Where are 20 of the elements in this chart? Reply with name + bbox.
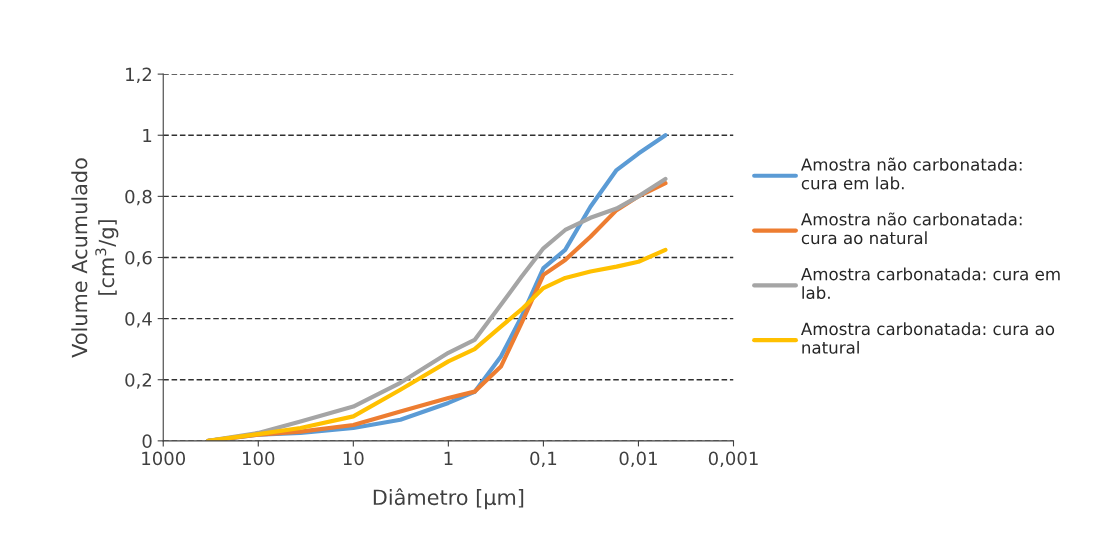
- y-tick-label: 1: [143, 128, 152, 143]
- x-tick-label: 0,001: [708, 451, 758, 468]
- y-tick-label: 0,8: [125, 189, 152, 206]
- x-tick-label: 1: [444, 451, 453, 465]
- y-tick-label: 0,6: [125, 250, 152, 267]
- y-tick-label: 0,2: [125, 373, 152, 389]
- x-tick-label: 100: [243, 451, 275, 466]
- y-axis-title: Volume Acumulado [cm$^{3}$/g]: [71, 158, 119, 358]
- y-tick-label: 1,2: [126, 67, 152, 84]
- legend-label: Amostra carbonatada: cura em lab.: [800, 267, 1060, 300]
- legend-label: Amostra carbonatada: cura ao natural: [800, 322, 1055, 354]
- y-tick-label: 0,4: [125, 312, 152, 328]
- x-axis-title: Diâmetro [µm]: [373, 488, 524, 510]
- x-tick-label: 10: [343, 451, 364, 466]
- x-tick-label: 1000: [142, 451, 186, 466]
- y-tick-label: 0: [142, 434, 152, 448]
- legend-label: Amostra não carbonatada: cura ao natural: [800, 212, 1022, 245]
- x-tick-label: 0,01: [619, 451, 657, 468]
- legend-label: Amostra não carbonatada: cura em lab.: [800, 157, 1022, 190]
- x-tick-label: 0,1: [530, 451, 557, 468]
